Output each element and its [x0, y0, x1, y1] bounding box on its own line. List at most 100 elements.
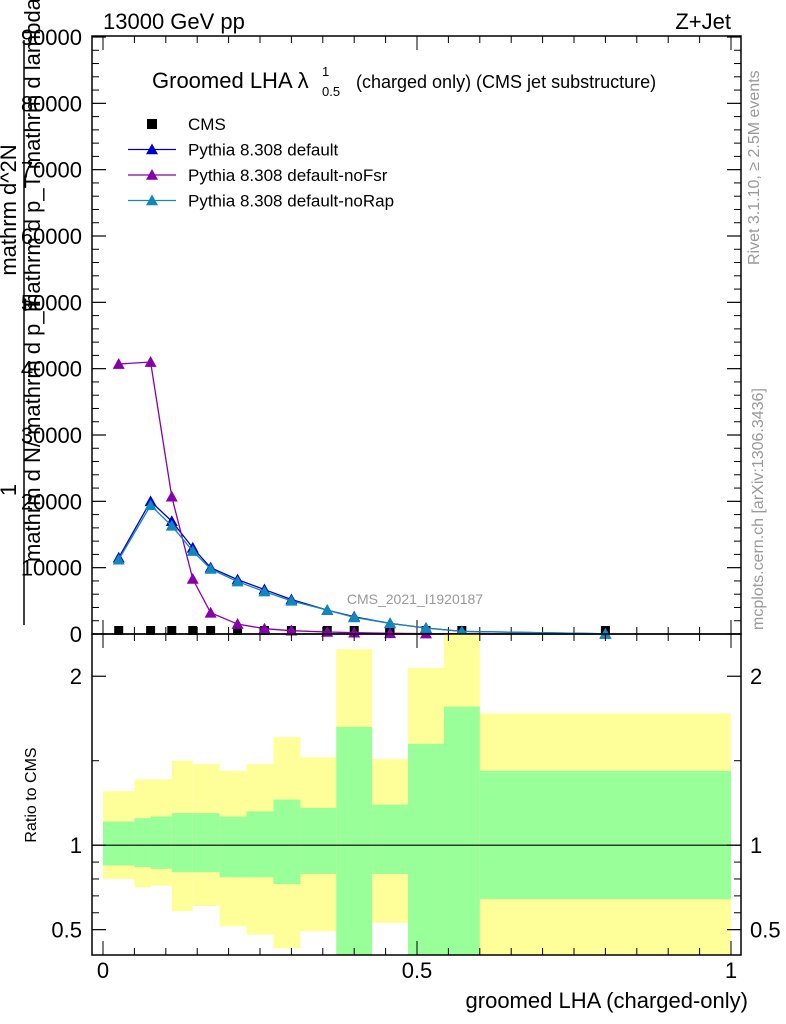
ratio-ylabel: Ratio to CMS — [23, 747, 40, 842]
main-ytick-label: 30000 — [21, 423, 82, 448]
main-series-group — [112, 356, 612, 639]
main-panel: 0 10000 20000 30000 40000 50000 60000 70000 8000… — [21, 25, 742, 647]
series-marker — [285, 624, 298, 636]
series-marker — [285, 594, 298, 606]
x-axis: 0 0.5 1 — [97, 634, 737, 983]
ratio-bands-group — [103, 634, 731, 955]
ratio-ytick-label: 0.5 — [51, 918, 82, 943]
legend-label: Pythia 8.308 default-noFsr — [188, 166, 388, 185]
series-marker — [348, 626, 361, 638]
main-ytick-label: 10000 — [21, 556, 82, 581]
xtick-label: 0 — [97, 958, 109, 983]
main-ytick-label: 40000 — [21, 357, 82, 382]
cms-data-point — [188, 625, 198, 635]
ylabel-line3: mathrm d^2N — [0, 144, 21, 275]
legend-marker-triangle — [146, 169, 158, 180]
series-marker — [144, 499, 157, 511]
main-ylabel: 1 mathrm d N/ mathrm d p_T mathrm d^2N m… — [0, 0, 45, 625]
title-lambda: λ — [298, 68, 309, 93]
series-marker — [204, 562, 217, 574]
title-sub: 0.5 — [322, 84, 340, 99]
energy-label: 13000 GeV pp — [103, 9, 245, 34]
title-main: Groomed LHA — [152, 68, 293, 93]
legend-label: Pythia 8.308 default-noRap — [188, 192, 394, 211]
series-marker — [419, 622, 432, 633]
legend-label: Pythia 8.308 default — [188, 141, 339, 160]
ratio-band-stat — [479, 770, 731, 900]
series-line — [118, 504, 606, 635]
series-marker — [599, 627, 612, 639]
ratio-y-axis: 0.5 0.5 1 1 2 2 — [51, 664, 780, 942]
legend-marker-triangle — [146, 194, 158, 206]
cms-data-point — [167, 625, 177, 635]
title-sup: 1 — [322, 64, 329, 79]
legend-marker-square — [147, 119, 157, 129]
main-ytick-label: 80000 — [21, 91, 82, 116]
ratio-band-stat — [408, 743, 444, 955]
ratio-band-stat — [300, 808, 337, 874]
ratio-band-stat — [219, 816, 247, 878]
series-marker — [204, 606, 217, 618]
rivet-label: Rivet 3.1.10, ≥ 2.5M events — [746, 70, 763, 265]
ratio-band-stat — [273, 799, 301, 885]
ratio-band-stat — [192, 813, 220, 873]
main-ytick-label: 20000 — [21, 489, 82, 514]
cms-data-point — [206, 625, 216, 635]
series-marker — [186, 545, 199, 556]
series-marker — [144, 356, 157, 367]
ylabel-line2: mathrm d N/ mathrm d p_T — [20, 298, 45, 562]
x-axis-label: groomed LHA (charged-only) — [466, 988, 748, 1013]
main-ytick-label: 90000 — [21, 25, 82, 50]
main-ytick-label: 0 — [70, 622, 82, 647]
main-ytick-label: 70000 — [21, 158, 82, 183]
ylabel-line4: mathrm d p_T mathrm d lambda — [20, 0, 45, 312]
main-ytick-label: 50000 — [21, 290, 82, 315]
ratio-ytick-label-right: 0.5 — [750, 918, 781, 943]
ratio-ytick-label: 2 — [70, 664, 82, 689]
legend: CMS Pythia 8.308 default Pythia 8.308 defa… — [128, 115, 394, 211]
ratio-ytick-label: 1 — [70, 833, 82, 858]
ratio-ytick-label-right: 1 — [750, 833, 762, 858]
ratio-band-stat — [372, 804, 409, 874]
ratio-ytick-label-right: 2 — [750, 664, 762, 689]
main-ytick-label: 60000 — [21, 224, 82, 249]
series-marker — [186, 572, 199, 584]
series-marker — [112, 358, 125, 369]
legend-marker-triangle — [146, 143, 158, 155]
series-marker — [321, 604, 334, 615]
series-marker — [348, 611, 361, 623]
series-line — [118, 500, 606, 635]
cms-data-point — [114, 625, 124, 635]
ratio-band-stat — [134, 818, 151, 868]
series-marker — [258, 622, 271, 634]
series-marker — [165, 519, 178, 531]
ratio-band-stat — [103, 821, 135, 866]
process-label: Z+Jet — [675, 9, 731, 34]
watermark: CMS_2021_I1920187 — [347, 591, 483, 607]
main-y-axis: 0 10000 20000 30000 40000 50000 60000 70000 8000… — [21, 25, 741, 647]
ratio-band-stat — [171, 813, 193, 873]
series-marker — [165, 490, 178, 502]
xtick-label: 0.5 — [402, 958, 433, 983]
plot-title: Groomed LHA λ 1 0.5 (charged only) (CMS j… — [152, 64, 656, 99]
ratio-band-stat — [246, 811, 274, 878]
cms-data-point — [233, 625, 243, 635]
title-rest: (charged only) (CMS jet substructure) — [356, 72, 656, 92]
ratio-band-stat — [336, 726, 373, 955]
series-marker — [112, 553, 125, 565]
series-marker — [419, 627, 432, 639]
ratio-panel: 0.5 0.51 12 2 0 0.5 1 — [51, 633, 781, 983]
series-marker — [384, 617, 397, 629]
series-marker — [231, 575, 244, 587]
cms-data-point — [146, 625, 156, 635]
series-marker — [384, 627, 397, 639]
ratio-band-stat — [443, 706, 480, 955]
series-marker — [231, 618, 244, 629]
xtick-label: 1 — [725, 958, 737, 983]
legend-label: CMS — [188, 115, 226, 134]
ylabel-line1: 1 — [0, 484, 21, 496]
series-marker — [258, 585, 271, 597]
ratio-band-stat — [150, 816, 172, 869]
